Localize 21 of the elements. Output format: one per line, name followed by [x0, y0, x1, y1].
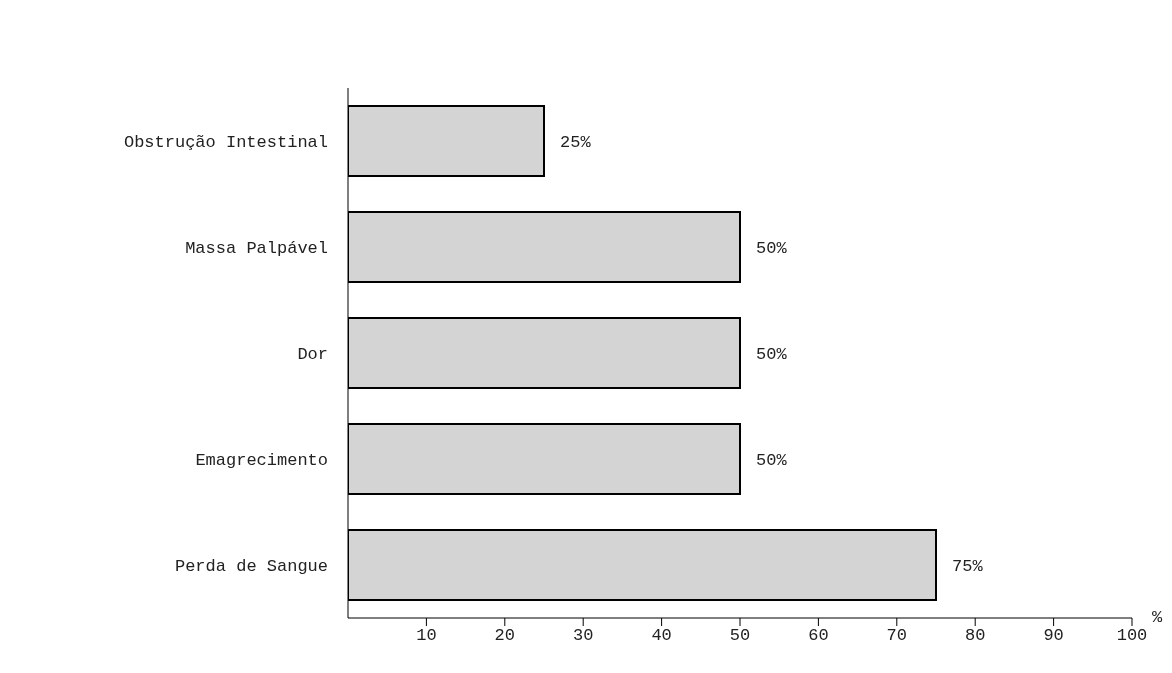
x-tick-label: 80 [965, 626, 986, 646]
data-label: 75% [952, 557, 984, 577]
data-label: 25% [560, 133, 592, 153]
y-tick-label: Perda de Sangue [174, 557, 328, 577]
y-tick-label: Massa Palpável [185, 239, 328, 259]
x-tick-label: 90 [1043, 626, 1064, 646]
y-tick-label: Obstrução Intestinal [123, 133, 328, 153]
x-tick-label: 60 [808, 626, 829, 646]
y-tick-label: Dor [297, 345, 328, 365]
x-tick-label: 40 [651, 626, 672, 646]
x-axis-title: % [1152, 608, 1163, 627]
y-tick-label: Emagrecimento [195, 451, 328, 471]
x-tick-label: 10 [416, 626, 437, 646]
x-tick-label: 30 [573, 626, 594, 646]
x-tick-label: 50 [729, 626, 751, 646]
x-tick-label: 20 [494, 626, 515, 646]
x-tick-label: 100 [1116, 626, 1148, 646]
data-label: 50% [756, 451, 788, 471]
data-label: 50% [756, 239, 788, 259]
data-label: 50% [756, 345, 788, 365]
x-tick-label: 70 [886, 626, 907, 646]
